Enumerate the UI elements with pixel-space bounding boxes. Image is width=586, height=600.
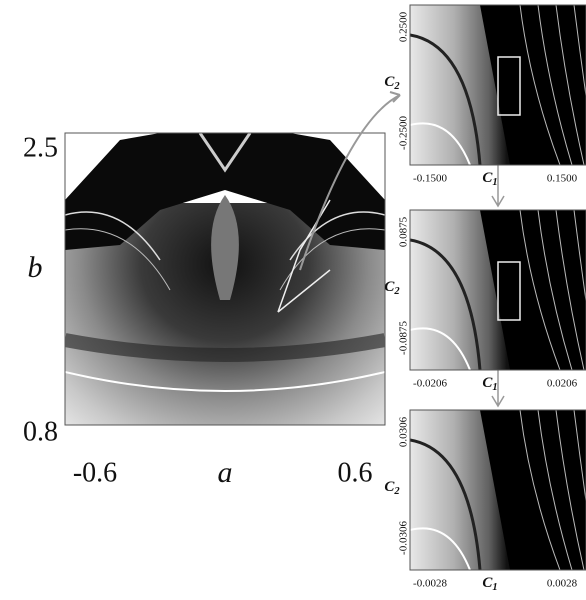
axis-subscript: 2	[393, 81, 400, 92]
axis-label: C1	[482, 575, 497, 593]
image-streak	[555, 410, 585, 570]
axis-symbol: C	[384, 74, 395, 90]
image-streak	[519, 5, 561, 165]
image-streak	[573, 5, 586, 100]
y-tick-label: 0.8	[23, 416, 58, 447]
image-curve	[410, 527, 471, 570]
axis-subscript: 1	[492, 177, 497, 188]
image-streak	[519, 210, 561, 370]
main-image	[65, 133, 385, 425]
x-tick-label: -0.1500	[413, 173, 447, 185]
image-dark	[480, 410, 586, 570]
axis-symbol: C	[482, 170, 493, 186]
axis-subscript: 2	[393, 286, 400, 297]
image-streak	[519, 410, 561, 570]
axis-symbol: C	[482, 375, 493, 391]
image-dark	[480, 210, 586, 370]
image-streak	[537, 410, 573, 570]
image-streak	[573, 210, 586, 305]
y-tick-label: 0.0306	[398, 416, 410, 447]
image-streak	[555, 210, 585, 370]
y-tick-label: 0.2500	[398, 11, 410, 42]
zoom-image	[410, 410, 586, 570]
axis-label: C2	[384, 74, 400, 92]
axis-label: C1	[482, 170, 497, 188]
axis-symbol: C	[384, 479, 395, 495]
y-tick-label: -0.2500	[398, 116, 410, 150]
x-axis-label: a	[218, 456, 233, 489]
image-curve	[410, 122, 471, 165]
image-streak	[555, 5, 585, 165]
zoom-frame	[409, 409, 586, 571]
x-tick-label: -0.0206	[413, 378, 447, 390]
x-tick-label: 0.6	[338, 457, 373, 488]
axis-symbol: C	[384, 279, 395, 295]
x-tick-label: 0.0028	[547, 578, 578, 590]
zoom-arrow	[299, 94, 401, 271]
axis-subscript: 2	[393, 486, 400, 497]
y-tick-label: 2.5	[23, 132, 58, 163]
zoom-box	[497, 261, 521, 321]
arrow-head	[389, 91, 401, 103]
zoom-image	[410, 210, 586, 370]
axis-label: C1	[482, 375, 497, 393]
zoom-image	[410, 5, 586, 165]
x-tick-label: 0.0206	[547, 378, 578, 390]
image-curve	[410, 438, 482, 570]
x-tick-label: -0.0028	[413, 578, 447, 590]
image-streak	[573, 410, 586, 505]
y-axis-label: b	[28, 251, 43, 284]
image-curve	[410, 238, 482, 370]
image-streak	[537, 5, 573, 165]
zoom-box	[497, 56, 521, 116]
main-frame	[64, 132, 386, 426]
image-streak	[537, 210, 573, 370]
axis-symbol: C	[482, 575, 493, 591]
axis-subscript: 1	[492, 582, 497, 593]
zoom-frame	[409, 4, 586, 166]
axis-label: C2	[384, 279, 400, 297]
x-tick-label: -0.6	[73, 457, 117, 488]
image-curve	[410, 33, 482, 165]
image-dark	[480, 5, 586, 165]
y-tick-label: -0.0875	[398, 321, 410, 355]
axis-subscript: 1	[492, 382, 497, 393]
y-tick-label: 0.0875	[398, 216, 410, 247]
zoom-frame	[409, 209, 586, 371]
y-tick-label: -0.0306	[398, 521, 410, 555]
image-curve	[410, 327, 471, 370]
axis-label: C2	[384, 479, 400, 497]
x-tick-label: 0.1500	[547, 173, 578, 185]
